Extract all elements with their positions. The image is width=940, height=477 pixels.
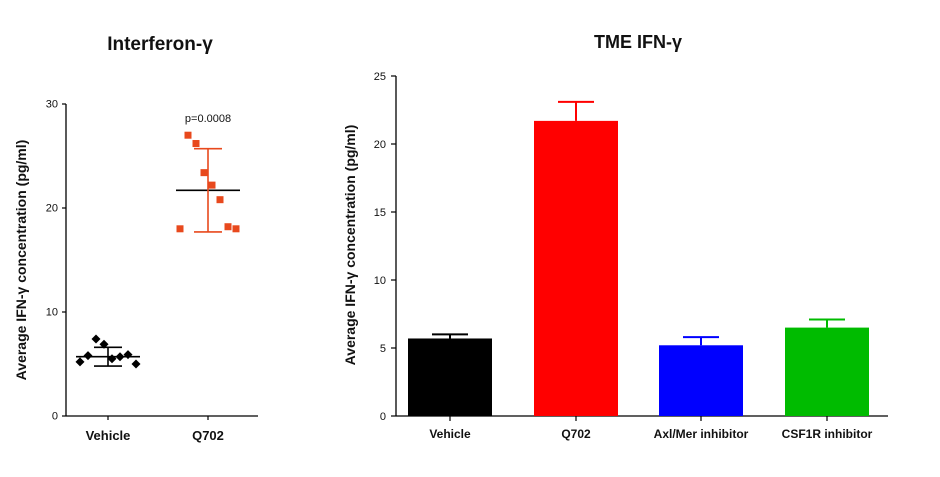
left-y-tick-label: 10: [46, 307, 58, 319]
left-data-point: [216, 196, 224, 204]
left-data-point: [184, 131, 192, 139]
right-x-tick-label: Axl/Mer inhibitor: [654, 427, 749, 441]
left-data-point: [83, 351, 93, 361]
right-y-tick-label: 0: [380, 411, 386, 423]
left-data-point: [99, 339, 109, 349]
right-chart-tme-ifn-gamma: TME IFN-γ Average IFN-γ concentration (p…: [342, 32, 888, 441]
left-x-tick-label: Vehicle: [86, 428, 131, 443]
left-data-point: [192, 140, 200, 148]
left-data-point: [75, 357, 85, 367]
left-chart-interferon-gamma: Interferon-γ Average IFN-γ concentration…: [13, 34, 258, 443]
left-chart-y-ticks: 0 10 20 30: [46, 99, 66, 423]
right-bar: [659, 345, 743, 416]
right-x-tick-label: CSF1R inhibitor: [782, 427, 873, 441]
right-chart-y-axis-label: Average IFN-γ concentration (pg/ml): [342, 125, 358, 366]
left-x-tick-label: Q702: [192, 428, 224, 443]
left-data-point: [224, 223, 232, 231]
left-data-point: [208, 181, 216, 189]
left-chart-p-value-annotation: p=0.0008: [185, 113, 231, 125]
left-data-point: [107, 354, 117, 364]
left-chart-points: [75, 131, 240, 369]
left-data-point: [91, 334, 101, 344]
right-chart-bars: [408, 100, 869, 416]
left-data-point: [200, 169, 208, 177]
left-y-tick-label: 30: [46, 99, 58, 111]
right-y-tick-label: 25: [374, 71, 386, 83]
left-data-point: [232, 225, 240, 233]
right-y-tick-label: 5: [380, 343, 386, 355]
right-y-tick-label: 15: [374, 207, 386, 219]
left-data-point: [131, 359, 141, 369]
right-y-tick-label: 10: [374, 275, 386, 287]
right-chart-y-ticks: 0 5 10 15 20 25: [374, 71, 396, 423]
left-chart-categories: Vehicle Q702: [86, 416, 224, 443]
right-chart-title: TME IFN-γ: [594, 32, 682, 52]
right-bar: [534, 120, 618, 416]
left-chart-sd-bars: [76, 147, 240, 367]
left-data-point: [123, 350, 133, 360]
right-x-tick-label: Q702: [561, 427, 591, 441]
left-data-point: [176, 225, 184, 233]
left-chart-title: Interferon-γ: [107, 34, 213, 55]
right-chart-categories: Vehicle Q702 Axl/Mer inhibitor CSF1R inhibi…: [429, 416, 873, 441]
right-bar: [785, 327, 869, 416]
left-y-tick-label: 20: [46, 203, 58, 215]
left-y-tick-label: 0: [52, 411, 58, 423]
right-bar: [408, 338, 492, 416]
right-y-tick-label: 20: [374, 139, 386, 151]
right-x-tick-label: Vehicle: [429, 427, 471, 441]
left-chart-y-axis-label: Average IFN-γ concentration (pg/ml): [13, 140, 29, 381]
